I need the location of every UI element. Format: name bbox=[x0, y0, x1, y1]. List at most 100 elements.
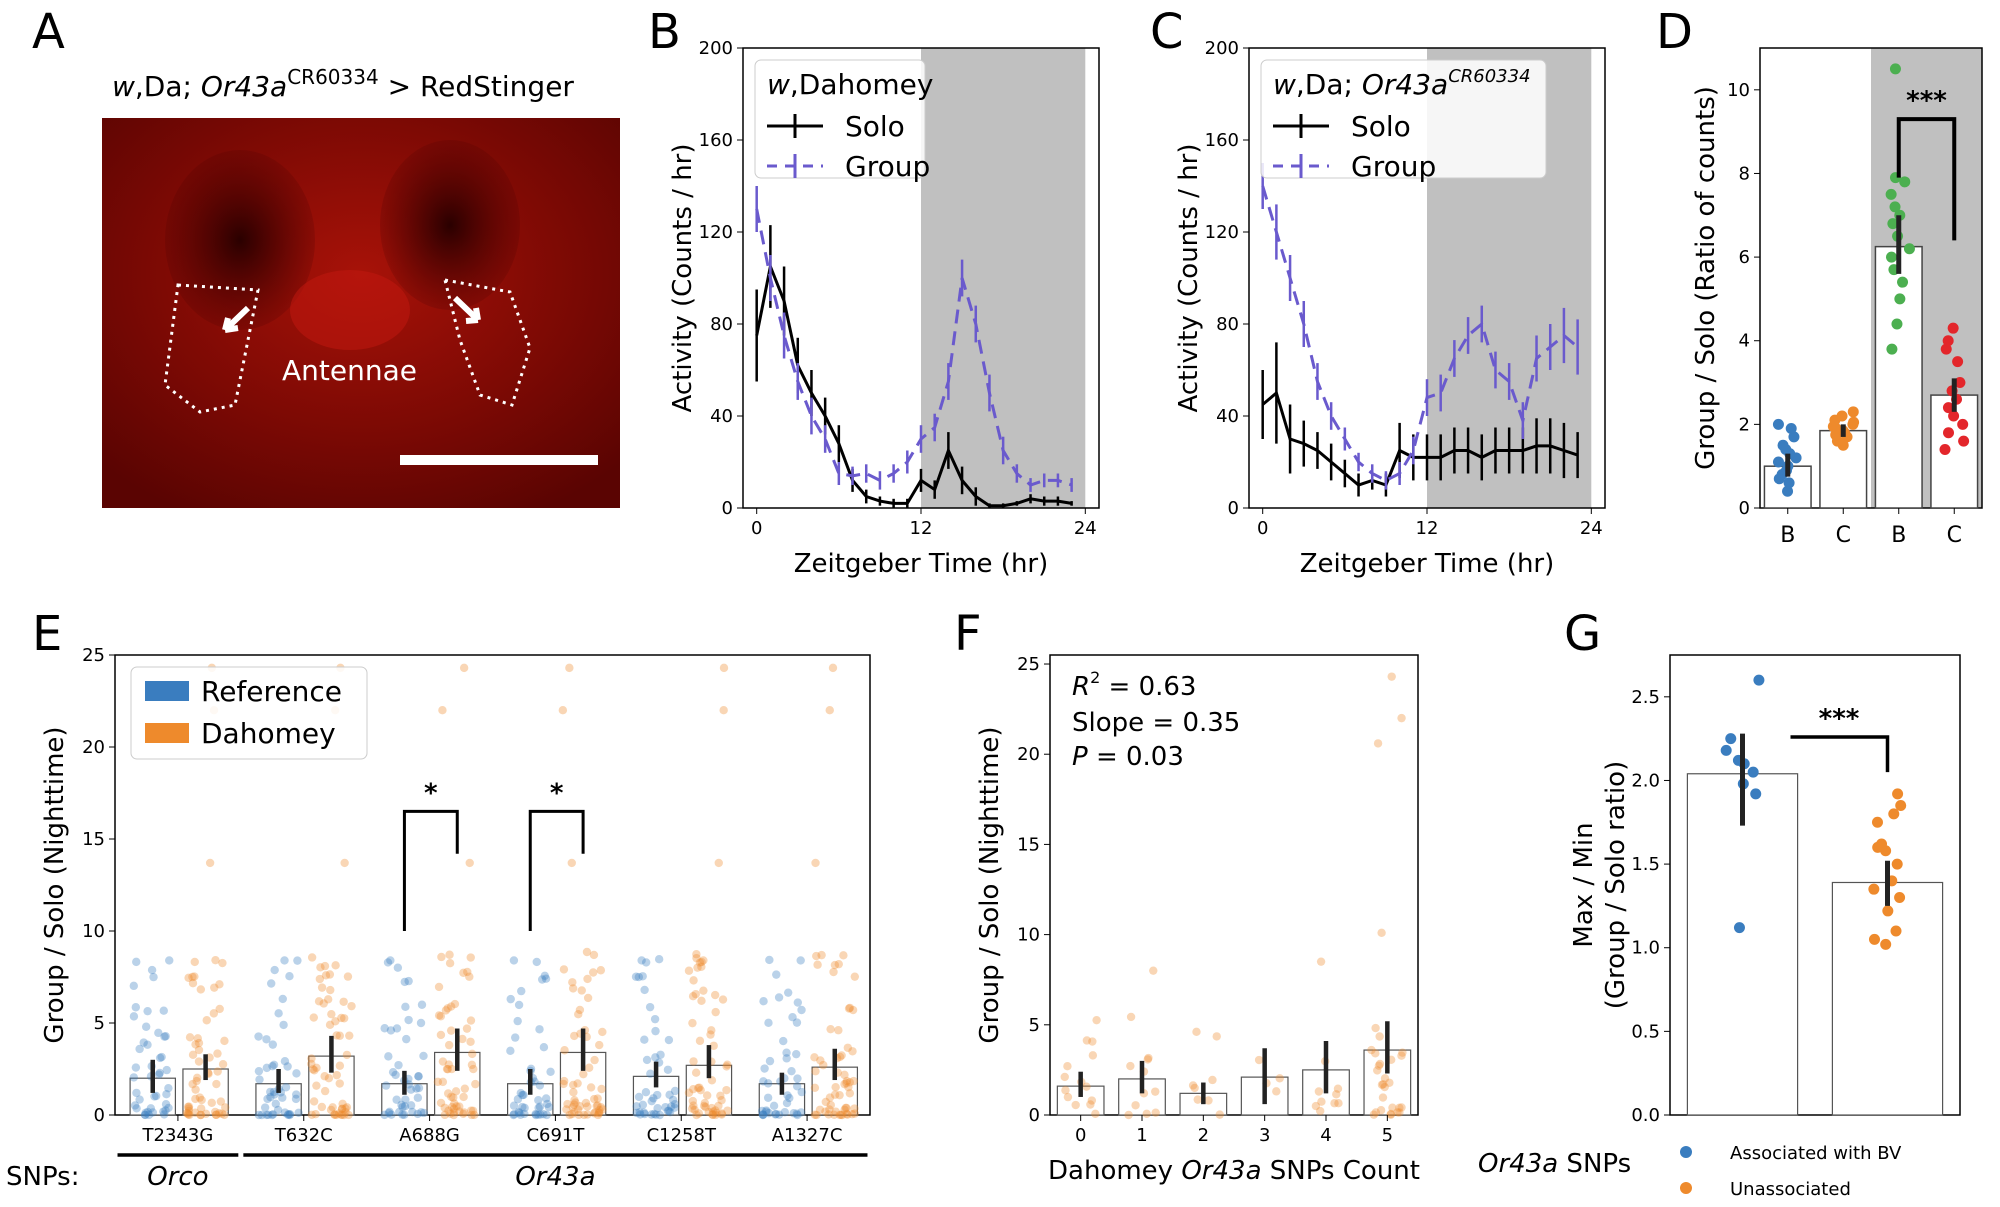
data-point bbox=[632, 1102, 641, 1111]
data-point bbox=[324, 1074, 334, 1083]
data-point bbox=[268, 1061, 277, 1071]
legend-associated-label: Associated with BV bbox=[1730, 1143, 1902, 1164]
data-point bbox=[1061, 1086, 1070, 1095]
data-point bbox=[1939, 443, 1951, 455]
data-point bbox=[400, 977, 409, 987]
data-point bbox=[408, 1107, 417, 1117]
data-point bbox=[1836, 410, 1848, 422]
data-point bbox=[129, 1073, 139, 1082]
data-point bbox=[146, 1104, 156, 1113]
data-point bbox=[268, 1110, 278, 1119]
legend-group-label: Group bbox=[1351, 150, 1436, 183]
data-point bbox=[193, 1034, 202, 1043]
data-point bbox=[155, 1053, 165, 1063]
data-point bbox=[197, 1095, 206, 1105]
data-point bbox=[560, 1046, 569, 1055]
data-point bbox=[593, 1094, 602, 1103]
data-point bbox=[467, 1110, 476, 1120]
panel-label-a: A bbox=[32, 4, 65, 60]
data-point bbox=[1380, 1074, 1390, 1083]
data-point bbox=[581, 1098, 591, 1108]
data-point bbox=[211, 1107, 220, 1117]
data-point bbox=[1725, 733, 1737, 745]
data-point bbox=[574, 1110, 583, 1120]
legend-reference-label: Reference bbox=[201, 675, 342, 708]
data-point bbox=[514, 1107, 523, 1117]
data-point bbox=[135, 1095, 144, 1104]
data-point bbox=[132, 1104, 141, 1113]
data-point bbox=[216, 1097, 226, 1106]
data-point bbox=[1092, 1015, 1101, 1025]
data-point bbox=[1958, 435, 1970, 447]
data-point bbox=[1885, 251, 1897, 263]
data-point bbox=[519, 1090, 528, 1100]
data-point bbox=[541, 1094, 551, 1103]
data-point bbox=[506, 1046, 515, 1056]
data-point bbox=[294, 1108, 303, 1117]
data-point bbox=[292, 1090, 301, 1099]
data-point bbox=[209, 1009, 219, 1018]
data-point bbox=[185, 1033, 195, 1042]
data-point bbox=[568, 984, 578, 993]
data-point bbox=[788, 1012, 797, 1022]
data-point bbox=[201, 1109, 211, 1119]
x-tick-label: A1327C bbox=[772, 1125, 843, 1146]
data-point bbox=[1063, 1092, 1073, 1102]
data-point bbox=[714, 858, 723, 868]
data-point bbox=[414, 1072, 423, 1081]
y-axis-label: Group / Solo (Nighttime) bbox=[975, 726, 1005, 1043]
data-point bbox=[280, 956, 289, 965]
data-point bbox=[220, 1036, 229, 1046]
data-point bbox=[651, 1053, 660, 1062]
data-point bbox=[469, 1064, 478, 1074]
y-tick-label: 160 bbox=[699, 130, 733, 151]
data-point bbox=[215, 1004, 224, 1014]
stat-r2-superscript: 2 bbox=[1090, 668, 1100, 687]
data-point bbox=[1215, 1110, 1224, 1119]
data-point bbox=[688, 1104, 697, 1113]
data-point bbox=[646, 1069, 655, 1078]
y-tick-label: 2 bbox=[1739, 414, 1750, 435]
panel-g: 0.0 0.5 1.0 1.5 2.0 2.5 Max / Min (Group / Solo… bbox=[1478, 654, 1961, 1200]
data-point bbox=[774, 1110, 784, 1119]
legend-solo-label: Solo bbox=[1351, 110, 1411, 143]
data-point bbox=[213, 1049, 222, 1058]
data-point bbox=[131, 1063, 141, 1072]
plot-frame bbox=[1669, 654, 1961, 1116]
arrow-icon-right bbox=[452, 295, 481, 324]
data-point bbox=[381, 1081, 391, 1090]
y-axis-label-line1: Max / Min bbox=[1569, 822, 1599, 947]
data-point bbox=[689, 976, 698, 985]
data-point bbox=[196, 1104, 206, 1113]
data-point bbox=[765, 1056, 775, 1066]
data-point bbox=[402, 1034, 411, 1044]
x-axis-label-suffix: SNPs Count bbox=[1262, 1156, 1420, 1186]
data-point bbox=[317, 1102, 327, 1112]
data-point bbox=[722, 1062, 731, 1071]
data-point bbox=[590, 1109, 599, 1118]
data-point bbox=[345, 1031, 354, 1040]
data-point bbox=[583, 993, 593, 1003]
data-point bbox=[445, 950, 454, 959]
data-point bbox=[1275, 1074, 1284, 1083]
data-point bbox=[542, 1110, 551, 1120]
data-point bbox=[1143, 1055, 1153, 1064]
data-point bbox=[575, 1005, 585, 1015]
data-point bbox=[513, 1095, 523, 1104]
data-point bbox=[1316, 957, 1326, 966]
data-point bbox=[308, 1065, 318, 1074]
data-point bbox=[711, 1007, 720, 1017]
y-tick-label: 2.5 bbox=[1631, 687, 1660, 708]
data-point bbox=[162, 1090, 171, 1099]
data-point bbox=[434, 982, 444, 992]
data-point bbox=[281, 1083, 291, 1092]
data-point bbox=[1891, 318, 1903, 330]
plot-frame bbox=[114, 654, 871, 1116]
data-point bbox=[196, 1110, 205, 1120]
data-point bbox=[1772, 418, 1784, 430]
data-point bbox=[449, 1110, 459, 1120]
data-point bbox=[637, 956, 646, 965]
data-point bbox=[774, 993, 784, 1002]
data-point bbox=[154, 1028, 163, 1038]
